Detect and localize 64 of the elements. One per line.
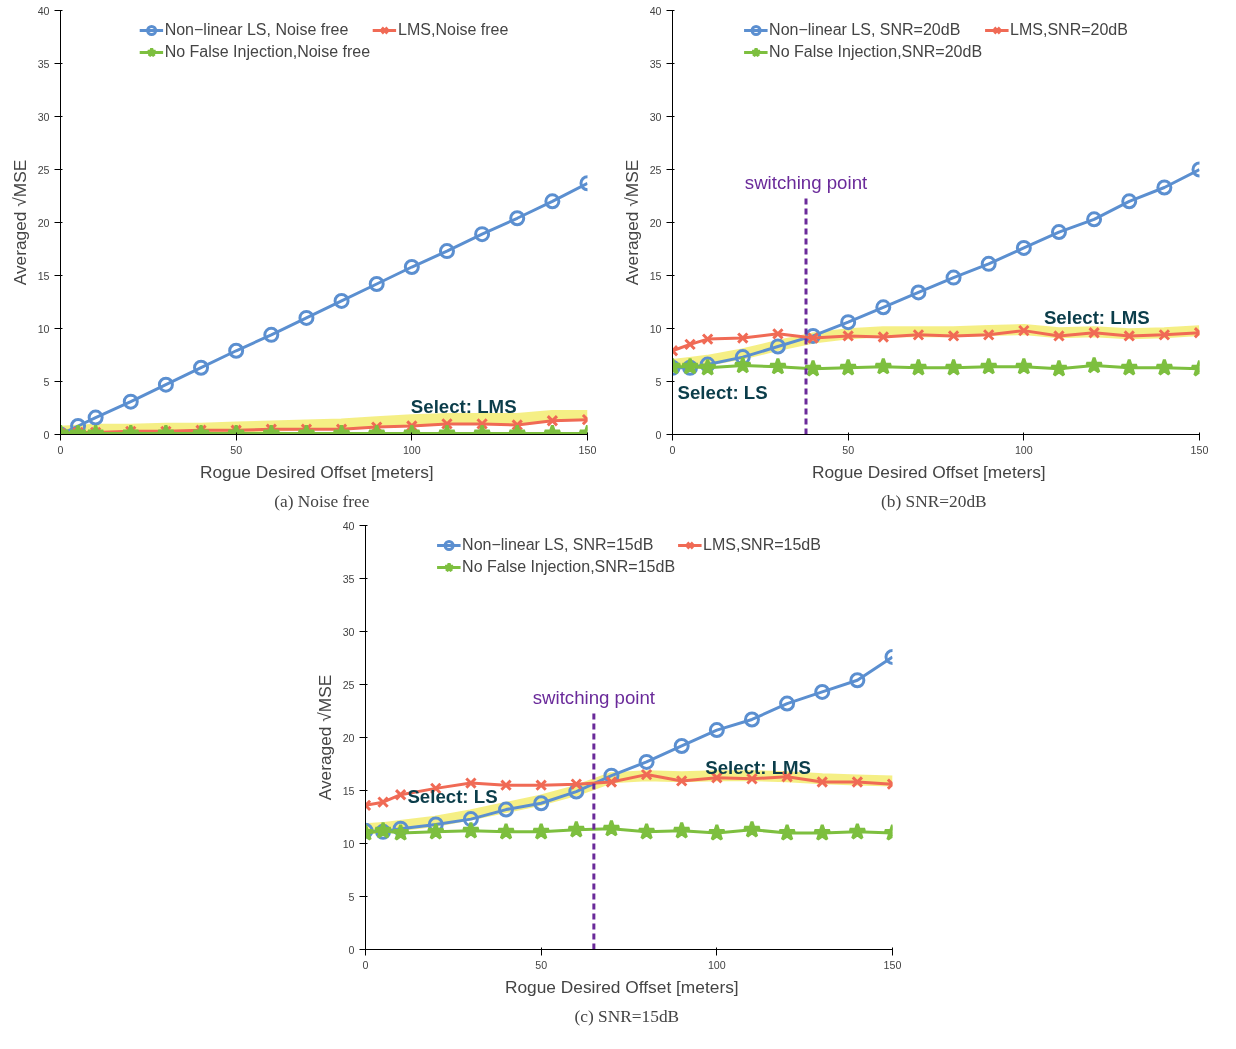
text: (a) Noise free: [274, 491, 370, 511]
y-tick-label: 35: [37, 57, 50, 70]
legend-label: LMS,Noise free: [398, 21, 509, 39]
legend-label: No False Injection,SNR=20dB: [769, 43, 983, 61]
x-tick-label: 150: [1190, 443, 1209, 456]
y-tick-label: 30: [342, 625, 355, 638]
x-tick-label: 150: [883, 958, 902, 971]
x-tick-label: 100: [707, 958, 726, 971]
y-tick-label: 10: [342, 837, 355, 850]
x-axis-title: Rogue Desired Offset [meters]: [811, 461, 1046, 482]
legend-label: Non−linear LS, SNR=20dB: [769, 21, 961, 39]
y-tick-label: 15: [342, 784, 355, 797]
x-tick-label: 150: [578, 443, 597, 456]
x-tick-label: 100: [402, 443, 421, 456]
annotation: Select: LS: [407, 786, 498, 808]
y-tick-label: 5: [348, 890, 355, 903]
y-tick-label: 40: [342, 519, 355, 532]
y-axis-title: Averaged √MSE: [9, 159, 30, 286]
y-tick-label: 25: [649, 163, 662, 176]
annotation: Select: LS: [677, 381, 768, 403]
legend-label: LMS,SNR=20dB: [1010, 21, 1128, 39]
y-axis-title: Averaged √MSE: [314, 674, 335, 801]
y-tick-label: 30: [37, 110, 50, 123]
y-tick-label: 5: [43, 375, 50, 388]
text: (c) SNR=15dB: [574, 1006, 680, 1026]
legend-label: Non−linear LS, Noise free: [164, 21, 349, 39]
x-tick-label: 50: [230, 443, 243, 456]
x-tick-label: 50: [842, 443, 855, 456]
y-tick-label: 10: [37, 322, 50, 335]
y-tick-label: 20: [342, 731, 355, 744]
annotation: Select: LMS: [1043, 307, 1150, 329]
y-tick-label: 20: [37, 216, 50, 229]
legend-label: No False Injection,SNR=15dB: [462, 558, 676, 576]
y-tick-label: 20: [649, 216, 662, 229]
ref-line-label: switching point: [744, 172, 869, 194]
y-tick-label: 25: [37, 163, 50, 176]
x-tick-label: 100: [1014, 443, 1033, 456]
y-tick-label: 35: [649, 57, 662, 70]
ref-line-label: switching point: [532, 687, 656, 709]
legend-label: Non−linear LS, SNR=15dB: [462, 536, 654, 554]
x-axis-title: Rogue Desired Offset [meters]: [199, 461, 434, 482]
y-tick-label: 0: [655, 428, 662, 441]
x-tick-label: 50: [535, 958, 548, 971]
x-tick-label: 0: [669, 443, 676, 456]
y-tick-label: 0: [43, 428, 50, 441]
y-tick-label: 10: [649, 322, 662, 335]
annotation: Select: LMS: [410, 396, 517, 418]
text: (b) SNR=20dB: [881, 491, 987, 511]
y-tick-label: 5: [655, 375, 662, 388]
y-tick-label: 35: [342, 572, 355, 585]
y-tick-label: 0: [348, 943, 355, 956]
annotation: Select: LMS: [705, 756, 812, 778]
y-tick-label: 15: [649, 269, 662, 282]
legend-label: No False Injection,Noise free: [164, 43, 371, 61]
y-tick-label: 40: [649, 4, 662, 17]
y-axis-title: Averaged √MSE: [621, 159, 642, 286]
x-axis-title: Rogue Desired Offset [meters]: [504, 976, 739, 997]
x-tick-label: 0: [57, 443, 64, 456]
x-tick-label: 0: [362, 958, 369, 971]
y-tick-label: 15: [37, 269, 50, 282]
legend-label: LMS,SNR=15dB: [703, 536, 821, 554]
y-tick-label: 30: [649, 110, 662, 123]
y-tick-label: 25: [342, 678, 355, 691]
y-tick-label: 40: [37, 4, 50, 17]
